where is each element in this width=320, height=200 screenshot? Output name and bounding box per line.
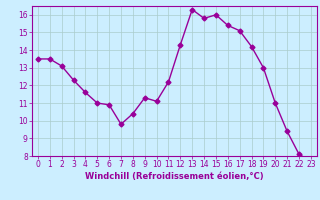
X-axis label: Windchill (Refroidissement éolien,°C): Windchill (Refroidissement éolien,°C) <box>85 172 264 181</box>
